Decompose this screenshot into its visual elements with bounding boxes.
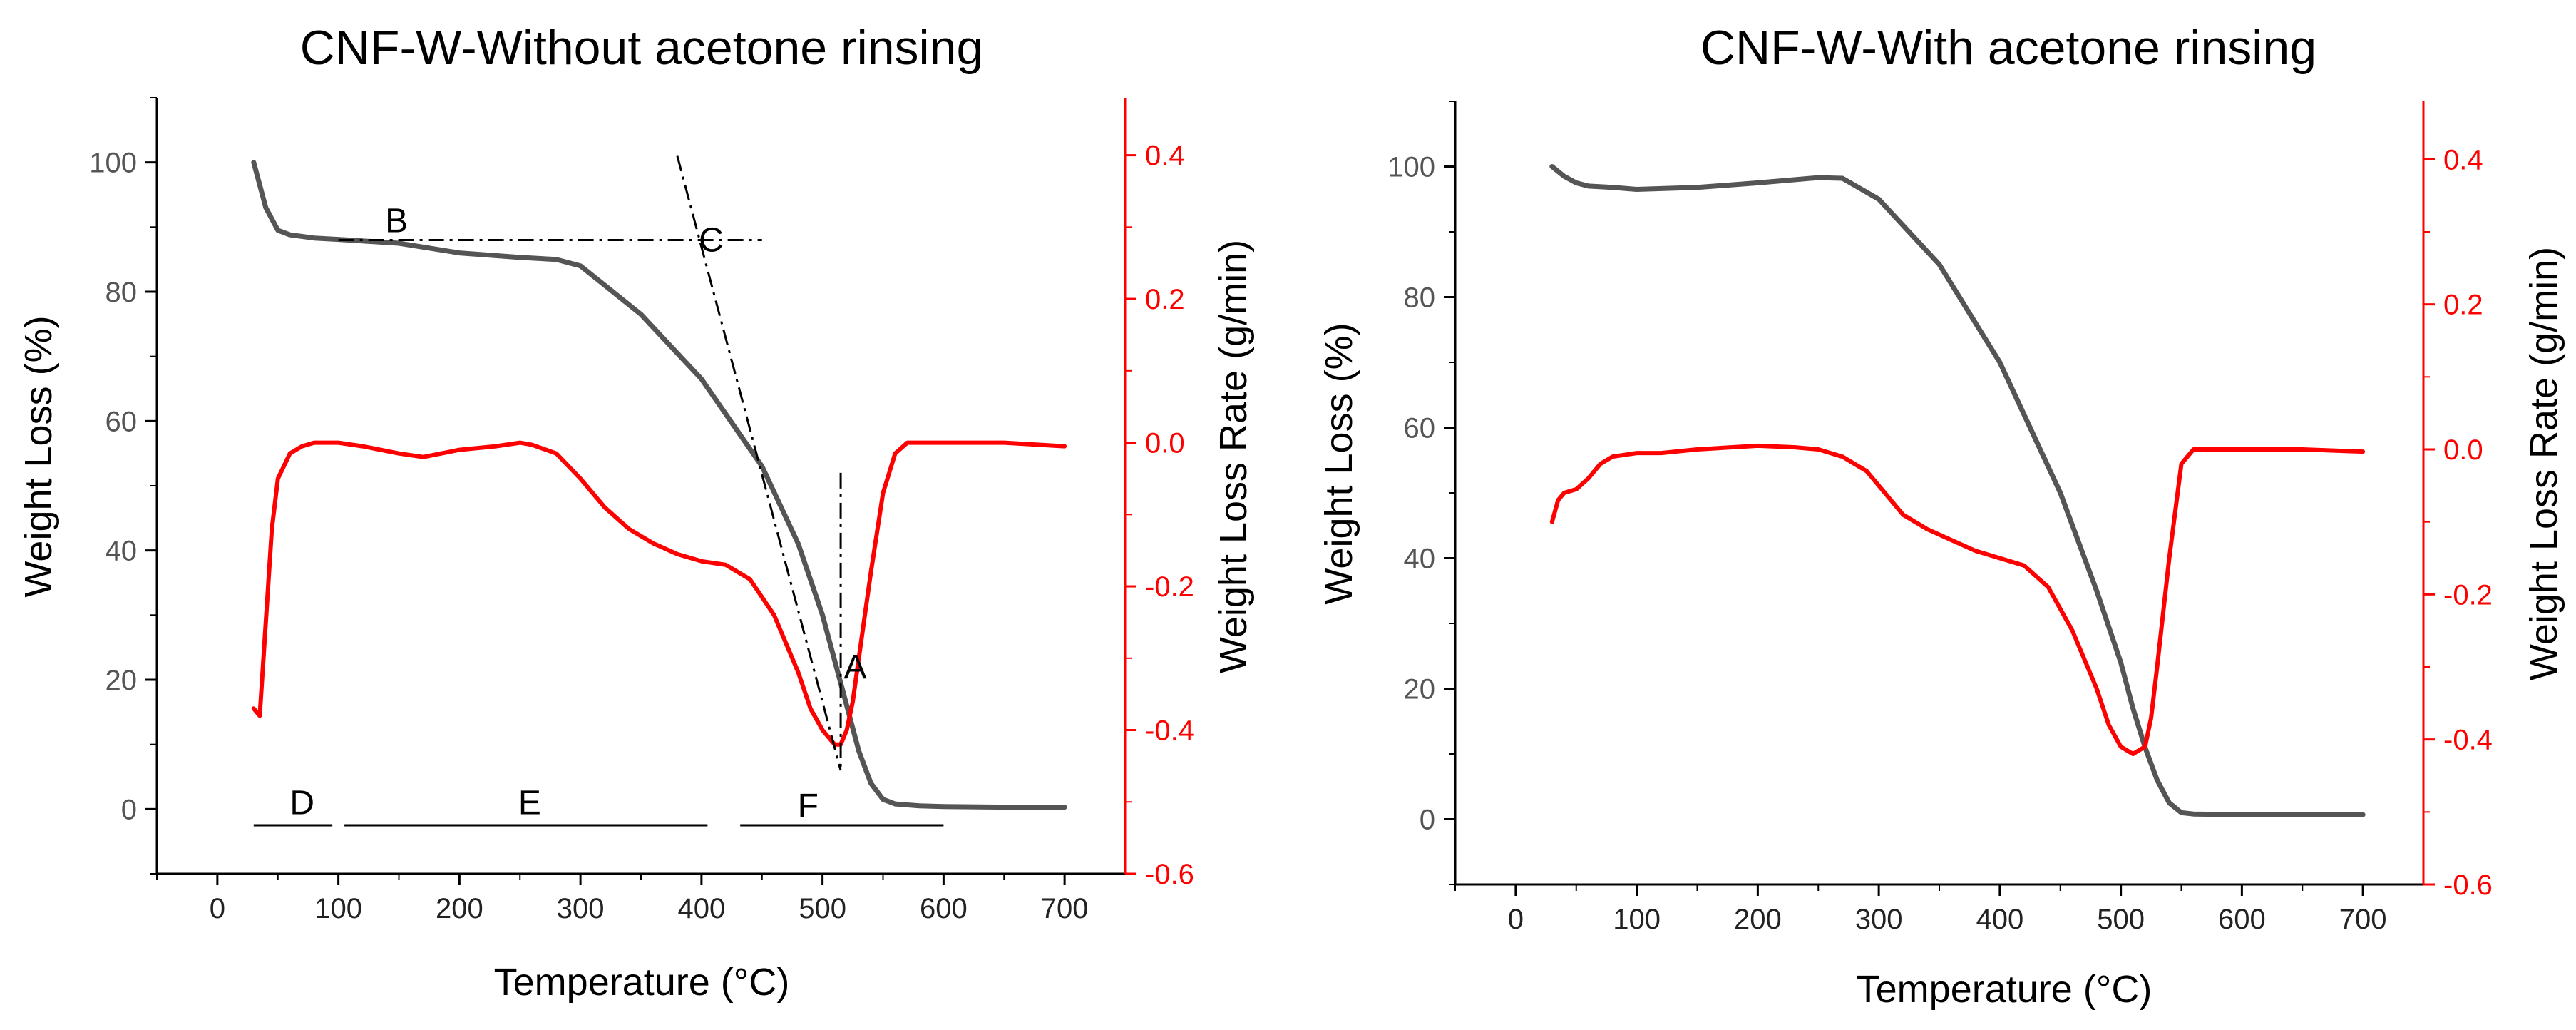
- annotation-label: F: [798, 787, 819, 825]
- y2-axis-title: Weight Loss Rate (g/min): [1212, 240, 1255, 673]
- chart-title: CNF-W-Without acetone rinsing: [300, 21, 984, 75]
- x-tick-label: 500: [799, 893, 846, 924]
- x-tick-label: 0: [210, 893, 225, 924]
- y-tick-label: 100: [89, 148, 137, 179]
- x-tick-label: 0: [1508, 904, 1524, 935]
- y2-tick-label: -0.2: [1145, 571, 1194, 603]
- y2-tick-label: 0.2: [2443, 290, 2483, 321]
- y-tick-label: 40: [106, 536, 138, 567]
- chart-right: CNF-W-With acetone rinsing Temperature (…: [1288, 0, 2576, 1030]
- x-tick-label: 300: [557, 893, 605, 924]
- weight-loss-rate-line: [1549, 443, 2366, 756]
- x-tick-label: 200: [1734, 904, 1782, 935]
- y-tick-label: 80: [106, 277, 138, 308]
- y-tick-label: 0: [121, 794, 137, 825]
- chart-right-svg: CNF-W-With acetone rinsing Temperature (…: [1318, 21, 2565, 1011]
- y-axis-title: Weight Loss (%): [17, 315, 60, 597]
- annotation-label: A: [843, 648, 866, 686]
- x-tick-label: 300: [1855, 904, 1903, 935]
- x-axis-title: Temperature (°C): [494, 961, 790, 1004]
- x-tick-label: 700: [2339, 904, 2387, 935]
- y2-tick-label: -0.4: [1145, 715, 1194, 747]
- y2-tick-label: 0.2: [1145, 284, 1185, 315]
- y2-tick-label: -0.4: [2443, 725, 2493, 756]
- y2-tick-label: -0.2: [2443, 579, 2493, 611]
- weight-loss-line: [251, 160, 1067, 810]
- chart-left-svg: CNF-W-Without acetone rinsing Temperatur…: [17, 21, 1255, 1004]
- y2-tick-label: 0.4: [2443, 144, 2483, 175]
- x-tick-label: 500: [2097, 904, 2145, 935]
- x-tick-label: 100: [1613, 904, 1661, 935]
- y2-tick-label: -0.6: [2443, 870, 2493, 901]
- x-tick-label: 700: [1041, 893, 1089, 924]
- y2-tick-label: 0.4: [1145, 141, 1185, 172]
- x-tick-label: 600: [920, 893, 968, 924]
- y2-axis-title: Weight Loss Rate (g/min): [2523, 247, 2565, 680]
- x-axis-title: Temperature (°C): [1857, 968, 2152, 1011]
- x-tick-label: 400: [678, 893, 726, 924]
- x-tick-label: 200: [436, 893, 483, 924]
- y-tick-label: 100: [1387, 152, 1435, 183]
- x-tick-label: 400: [1976, 904, 2024, 935]
- weight-loss-line: [1549, 164, 2366, 817]
- chart-title: CNF-W-With acetone rinsing: [1700, 21, 2316, 75]
- y-axis-title: Weight Loss (%): [1318, 322, 1360, 604]
- annotation-label: B: [385, 202, 408, 240]
- y-tick-label: 20: [1404, 674, 1436, 705]
- x-tick-label: 600: [2218, 904, 2266, 935]
- y-tick-label: 80: [1404, 282, 1436, 314]
- annotation-label: D: [289, 784, 314, 822]
- y2-tick-label: 0.0: [1145, 428, 1185, 459]
- chart-left: CNF-W-Without acetone rinsing Temperatur…: [17, 21, 1255, 1004]
- y-tick-label: 0: [1420, 805, 1435, 836]
- weight-loss-rate-line: [251, 440, 1067, 747]
- annotation-label: E: [518, 784, 541, 822]
- y-tick-label: 60: [1404, 413, 1436, 444]
- y2-tick-label: -0.6: [1145, 859, 1194, 890]
- y-tick-label: 20: [106, 665, 138, 696]
- annotation-label: C: [699, 221, 724, 259]
- y-tick-label: 40: [1404, 544, 1436, 575]
- x-tick-label: 100: [314, 893, 362, 924]
- y2-tick-label: 0.0: [2443, 434, 2483, 466]
- y-tick-label: 60: [106, 406, 138, 437]
